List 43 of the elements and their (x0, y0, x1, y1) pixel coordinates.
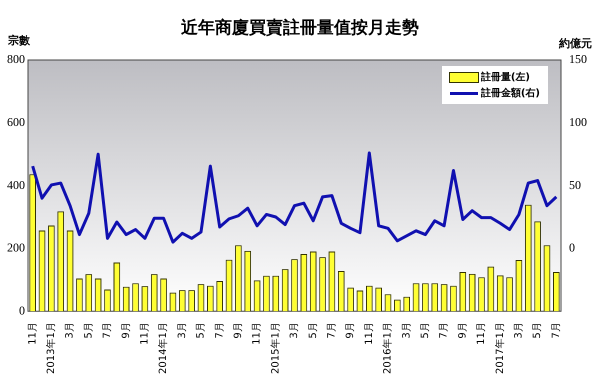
x-tick-label: 3月 (401, 322, 412, 339)
x-tick-label: 7月 (438, 322, 450, 339)
y-tick-label: 600 (7, 114, 25, 129)
chart-title: 近年商廈買賣註冊量值按月走勢 (181, 18, 419, 38)
x-tick-label: 11月 (27, 322, 38, 345)
x-tick-label: 7月 (550, 322, 562, 339)
x-tick-label: 7月 (214, 322, 226, 339)
x-tick-label: 7月 (326, 322, 338, 339)
y2-axis-title: 約億元 (559, 36, 592, 51)
x-tick-label: 11月 (476, 322, 488, 345)
y-tick-label: 200 (7, 240, 25, 255)
x-tick-label: 11月 (252, 322, 263, 345)
y2-tick-label: 50 (569, 178, 581, 192)
x-tick-label: 3月 (514, 322, 525, 339)
legend-label: 註冊金額(右) (480, 86, 540, 100)
x-tick-label: 7月 (102, 322, 114, 339)
x-tick-label: 5月 (308, 322, 319, 339)
x-tick-label: 11月 (139, 322, 150, 345)
x-tick-label: 3月 (64, 322, 76, 339)
x-tick-label: 9月 (457, 322, 468, 339)
x-tick-label: 5月 (532, 322, 544, 339)
x-tick-label: 2015年1月 (269, 322, 282, 374)
y-tick-label: 0 (19, 303, 25, 318)
y-tick-label: 400 (7, 178, 25, 192)
legend-label: 註冊量(左) (480, 70, 530, 84)
y-axis-title: 宗數 (8, 33, 30, 48)
x-tick-label: 9月 (345, 322, 356, 339)
x-tick-label: 5月 (83, 322, 94, 339)
x-tick-label: 5月 (196, 322, 207, 339)
y2-tick-label: 150 (569, 52, 587, 66)
y2-tick-label: 100 (569, 114, 587, 129)
x-tick-label: 9月 (232, 322, 244, 339)
x-tick-label: 2013年1月 (44, 322, 57, 374)
x-tick-label: 2016年1月 (382, 322, 394, 374)
x-tick-label: 2014年1月 (157, 322, 170, 374)
x-tick-label: 5月 (420, 322, 432, 339)
y2-tick-label: 0 (569, 240, 575, 255)
x-tick-label: 11月 (364, 322, 375, 345)
x-tick-label: 9月 (120, 322, 132, 339)
x-tick-label: 3月 (289, 322, 300, 339)
y-tick-label: 800 (7, 52, 25, 66)
x-tick-label: 2017年1月 (494, 322, 506, 374)
x-tick-label: 3月 (176, 322, 188, 339)
